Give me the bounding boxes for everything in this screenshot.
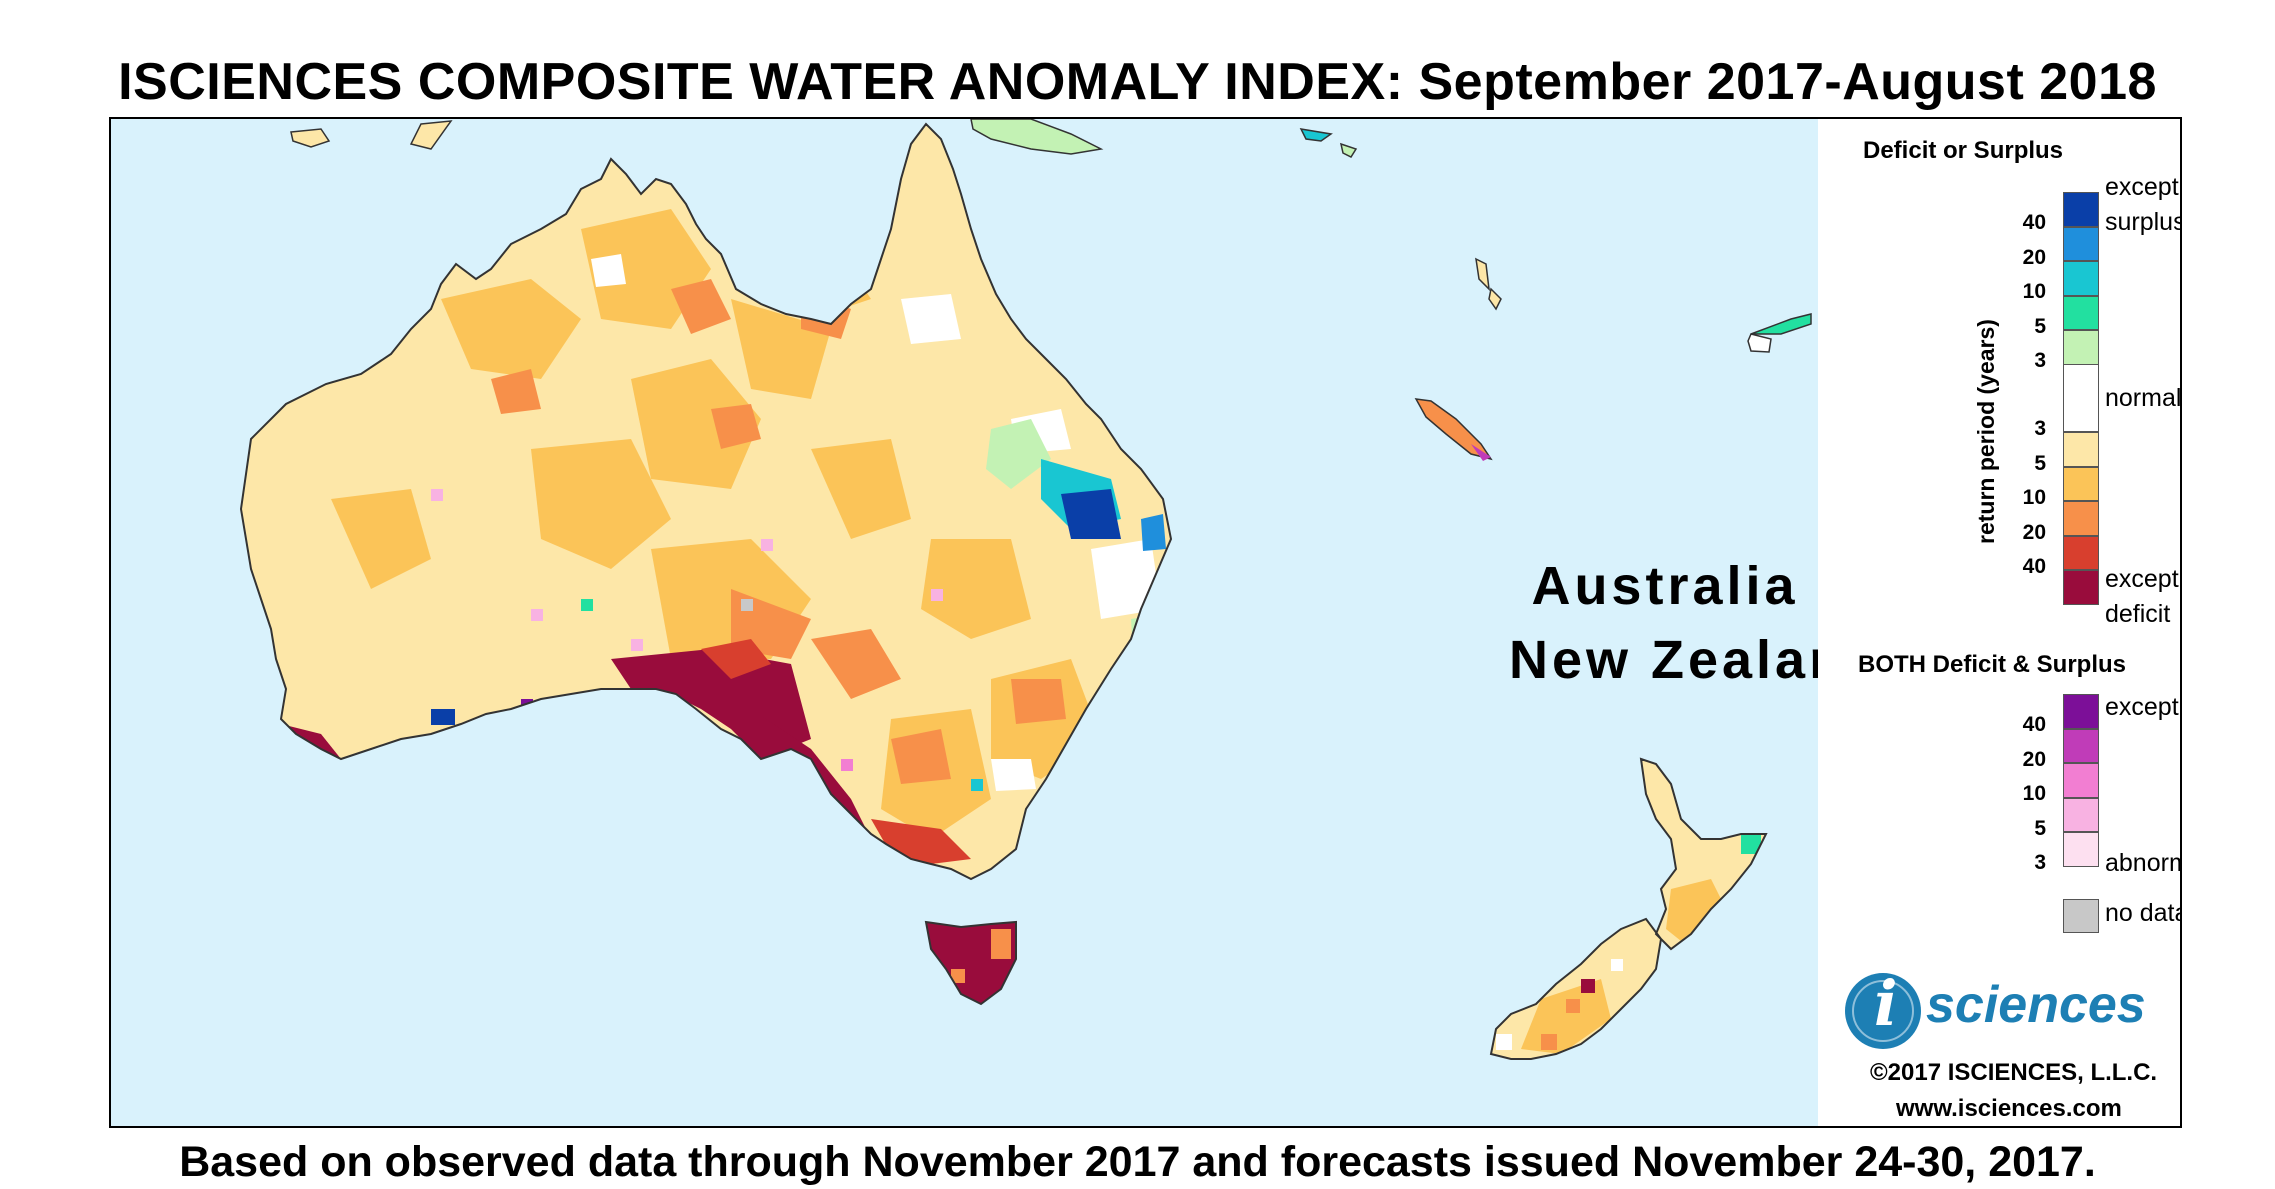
surplus-tick-label: 5 xyxy=(2034,314,2046,338)
legend-both-label-bottom: abnormal xyxy=(2105,849,2180,877)
deficit-tick-label: 40 xyxy=(2022,555,2046,578)
deficit-tick-label: 20 xyxy=(2022,520,2046,544)
legend-surplus-label-1: exceptional xyxy=(2105,173,2180,201)
surplus-swatch xyxy=(2063,192,2099,227)
surplus-swatch xyxy=(2063,330,2099,365)
surplus-swatch xyxy=(2063,261,2099,296)
deficit-tick-label: 10 xyxy=(2022,486,2046,509)
logo-word: sciences xyxy=(1926,976,2146,1034)
legend-panel: Deficit or Surplus return period (years)… xyxy=(1818,119,2182,1126)
surplus-tick-label: 10 xyxy=(2022,280,2046,303)
map-title: ISCIENCES COMPOSITE WATER ANOMALY INDEX:… xyxy=(118,53,2157,111)
region-label: Australia & New Zealand xyxy=(1356,549,2036,697)
deficit-tick-label: 5 xyxy=(2034,451,2046,475)
map-canvas xyxy=(239,119,1812,1060)
legend-both-heading: BOTH Deficit & Surplus xyxy=(1858,651,2127,678)
both-swatch xyxy=(2063,832,2099,867)
both-swatch xyxy=(2063,728,2099,763)
both-tick-label: 20 xyxy=(2022,747,2046,771)
deficit-tick-label: 3 xyxy=(2034,417,2046,440)
both-tick-label: 10 xyxy=(2022,782,2046,805)
website-text: www.isciences.com xyxy=(1896,1095,2122,1122)
legend-swatch-no-data xyxy=(2063,899,2099,933)
region-label-line2: New Zealand xyxy=(1508,630,1884,690)
legend-axis-label: return period (years) xyxy=(1973,319,1999,544)
deficit-swatch xyxy=(2063,535,2099,570)
both-tick-label: 40 xyxy=(2022,713,2046,736)
legend-deficit-label-2: deficit xyxy=(2105,600,2171,628)
australia-landmass xyxy=(239,122,1173,881)
surplus-tick-label: 3 xyxy=(2034,349,2046,372)
legend-swatch-normal xyxy=(2063,364,2099,432)
deficit-swatch xyxy=(2063,432,2099,467)
legend-surplus-label-2: surplus xyxy=(2105,208,2182,236)
new-zealand-landmass xyxy=(1489,757,1768,1060)
legend-no-data-label: no data xyxy=(2105,899,2182,927)
deficit-swatch xyxy=(2063,501,2099,536)
logo-letter: i xyxy=(1874,967,1898,1040)
both-swatch xyxy=(2063,763,2099,798)
both-swatch xyxy=(2063,694,2099,729)
both-tick-label: 5 xyxy=(2034,816,2046,840)
legend-deficit-surplus-heading: Deficit or Surplus xyxy=(1863,137,2064,164)
map-footer: Based on observed data through November … xyxy=(179,1138,2096,1186)
legend-deficit-label-1: exceptional xyxy=(2105,565,2180,593)
surplus-swatch xyxy=(2063,295,2099,330)
isciences-logo xyxy=(1845,973,1921,1049)
region-label-line1: Australia & xyxy=(1531,556,1861,616)
surplus-tick-label: 40 xyxy=(2022,211,2046,234)
surplus-tick-label: 20 xyxy=(2022,245,2046,269)
legend-both-label-top: exceptional xyxy=(2105,693,2180,721)
northern-islands xyxy=(290,119,1812,461)
both-swatch xyxy=(2063,797,2099,832)
map-frame: Australia & New Zealand Deficit or Surpl… xyxy=(109,117,2182,1128)
both-tick-label: 3 xyxy=(2034,851,2046,874)
deficit-swatch xyxy=(2063,570,2099,605)
legend-normal-label: normal xyxy=(2105,384,2182,412)
deficit-swatch xyxy=(2063,466,2099,501)
tasmania-landmass xyxy=(924,920,1017,1006)
surplus-swatch xyxy=(2063,226,2099,261)
copyright-text: ©2017 ISCIENCES, L.L.C. xyxy=(1870,1059,2158,1086)
